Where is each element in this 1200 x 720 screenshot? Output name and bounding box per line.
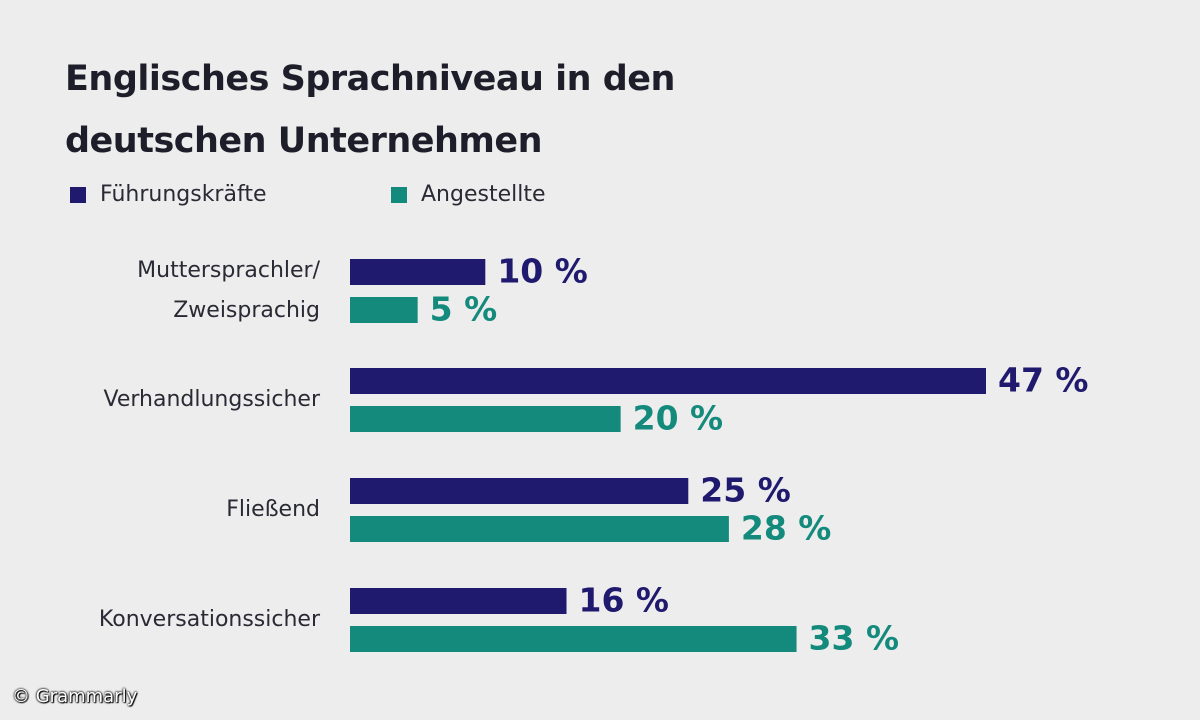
category-label-fliessend: Fließend: [226, 497, 320, 522]
legend-item-angestellte: Angestellte: [391, 182, 546, 207]
bar-konversationssicher-fuehrungskraefte: [350, 588, 567, 614]
legend-swatch-angestellte: [391, 186, 407, 203]
legend-swatch-fuehrungskraefte: [70, 186, 86, 203]
value-label-verhandlungssicher-angestellte: 20 %: [633, 399, 723, 438]
legend-label-angestellte: Angestellte: [421, 182, 546, 207]
value-label-fliessend-fuehrungskraefte: 25 %: [700, 471, 790, 510]
chart-title-line-1: Englisches Sprachniveau in den: [65, 59, 675, 99]
value-label-konversationssicher-fuehrungskraefte: 16 %: [579, 581, 669, 620]
category-label-konversationssicher: Konversationssicher: [99, 607, 321, 632]
category-label-verhandlungssicher: Verhandlungssicher: [104, 387, 321, 412]
chart-title-line-2: deutschen Unternehmen: [65, 121, 543, 161]
value-label-muttersprachler-zweisprachig-fuehrungskraefte: 10 %: [497, 252, 587, 291]
chart-title: Englisches Sprachniveau in den deutschen…: [65, 48, 675, 172]
bar-verhandlungssicher-angestellte: [350, 406, 621, 432]
legend-label-fuehrungskraefte: Führungskräfte: [100, 182, 267, 207]
bar-fliessend-angestellte: [350, 516, 729, 542]
legend-item-fuehrungskraefte: Führungskräfte: [70, 182, 266, 207]
bar-verhandlungssicher-fuehrungskraefte: [350, 368, 986, 394]
value-label-verhandlungssicher-fuehrungskraefte: 47 %: [998, 361, 1088, 400]
value-label-fliessend-angestellte: 28 %: [741, 509, 831, 548]
bar-fliessend-fuehrungskraefte: [350, 478, 689, 504]
category-label-muttersprachler-zweisprachig-line-1: Muttersprachler/: [137, 258, 320, 283]
bar-muttersprachler-zweisprachig-angestellte: [350, 297, 418, 323]
value-label-muttersprachler-zweisprachig-angestellte: 5 %: [430, 290, 498, 329]
bar-muttersprachler-zweisprachig-fuehrungskraefte: [350, 259, 486, 285]
category-label-muttersprachler-zweisprachig-line-2: Zweisprachig: [173, 298, 320, 323]
bar-konversationssicher-angestellte: [350, 626, 797, 652]
copyright-watermark: © Grammarly: [12, 686, 138, 707]
value-label-konversationssicher-angestellte: 33 %: [809, 619, 899, 658]
